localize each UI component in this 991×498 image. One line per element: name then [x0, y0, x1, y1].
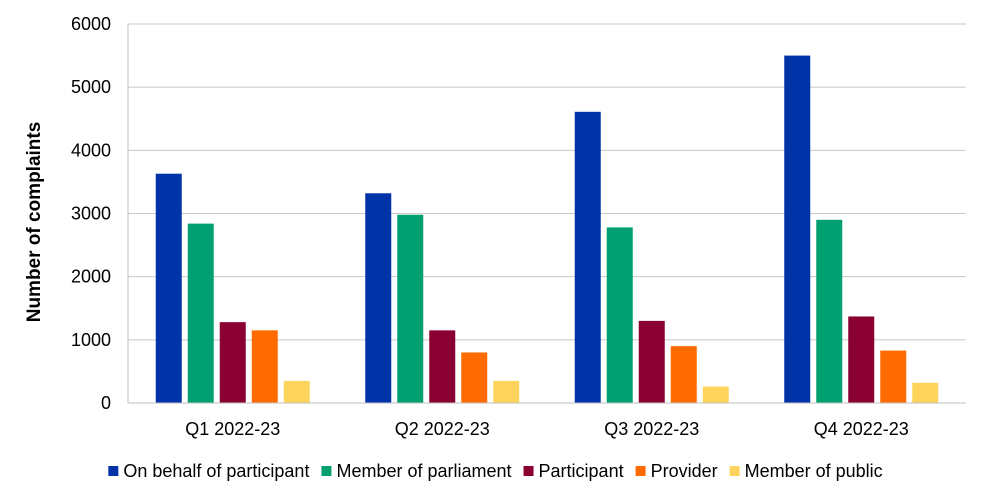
bar: [848, 316, 875, 403]
bar: [880, 350, 907, 403]
legend-label: On behalf of participant: [123, 461, 309, 481]
bar: [816, 219, 843, 403]
bar: [638, 320, 665, 403]
y-axis-title: Number of complaints: [24, 122, 45, 323]
x-tick-label: Q2 2022-23: [395, 419, 490, 439]
x-tick-label: Q1 2022-23: [185, 419, 280, 439]
x-tick-label: Q4 2022-23: [814, 419, 909, 439]
bar: [606, 227, 633, 403]
bar: [702, 386, 729, 403]
legend: On behalf of participant Member of parlia…: [108, 461, 883, 481]
bar: [283, 380, 310, 403]
legend-label: Provider: [651, 461, 718, 481]
legend-swatch: [729, 466, 740, 476]
bar: [187, 223, 214, 403]
y-tick-label: 0: [101, 393, 111, 413]
bar: [251, 330, 278, 403]
legend-label: Member of parliament: [336, 461, 511, 481]
legend-label: Participant: [539, 461, 624, 481]
y-tick-label: 5000: [71, 77, 111, 97]
bar: [574, 111, 601, 403]
bars: [155, 55, 939, 403]
y-tick-label: 4000: [71, 140, 111, 160]
y-tick-label: 6000: [71, 14, 111, 34]
bar: [155, 173, 182, 403]
bar: [219, 322, 246, 403]
legend-swatch: [523, 466, 534, 476]
y-tick-label: 2000: [71, 267, 111, 287]
y-tick-labels: 0 1000 2000 3000 4000 5000 6000: [71, 14, 111, 413]
legend-swatch: [321, 466, 332, 476]
bar: [912, 382, 939, 403]
legend-swatch: [635, 466, 646, 476]
bar: [670, 346, 697, 403]
bar: [397, 214, 424, 403]
bar: [365, 193, 392, 403]
legend-label: Member of public: [745, 461, 883, 481]
x-tick-label: Q3 2022-23: [604, 419, 699, 439]
y-tick-label: 1000: [71, 330, 111, 350]
bar: [429, 330, 456, 403]
bar: [461, 352, 488, 403]
y-tick-label: 3000: [71, 204, 111, 224]
axes: [127, 24, 966, 404]
x-tick-labels: Q1 2022-23 Q2 2022-23 Q3 2022-23 Q4 2022-23: [185, 419, 909, 439]
bar: [784, 55, 811, 403]
legend-swatch: [108, 466, 119, 476]
bar: [493, 380, 520, 403]
